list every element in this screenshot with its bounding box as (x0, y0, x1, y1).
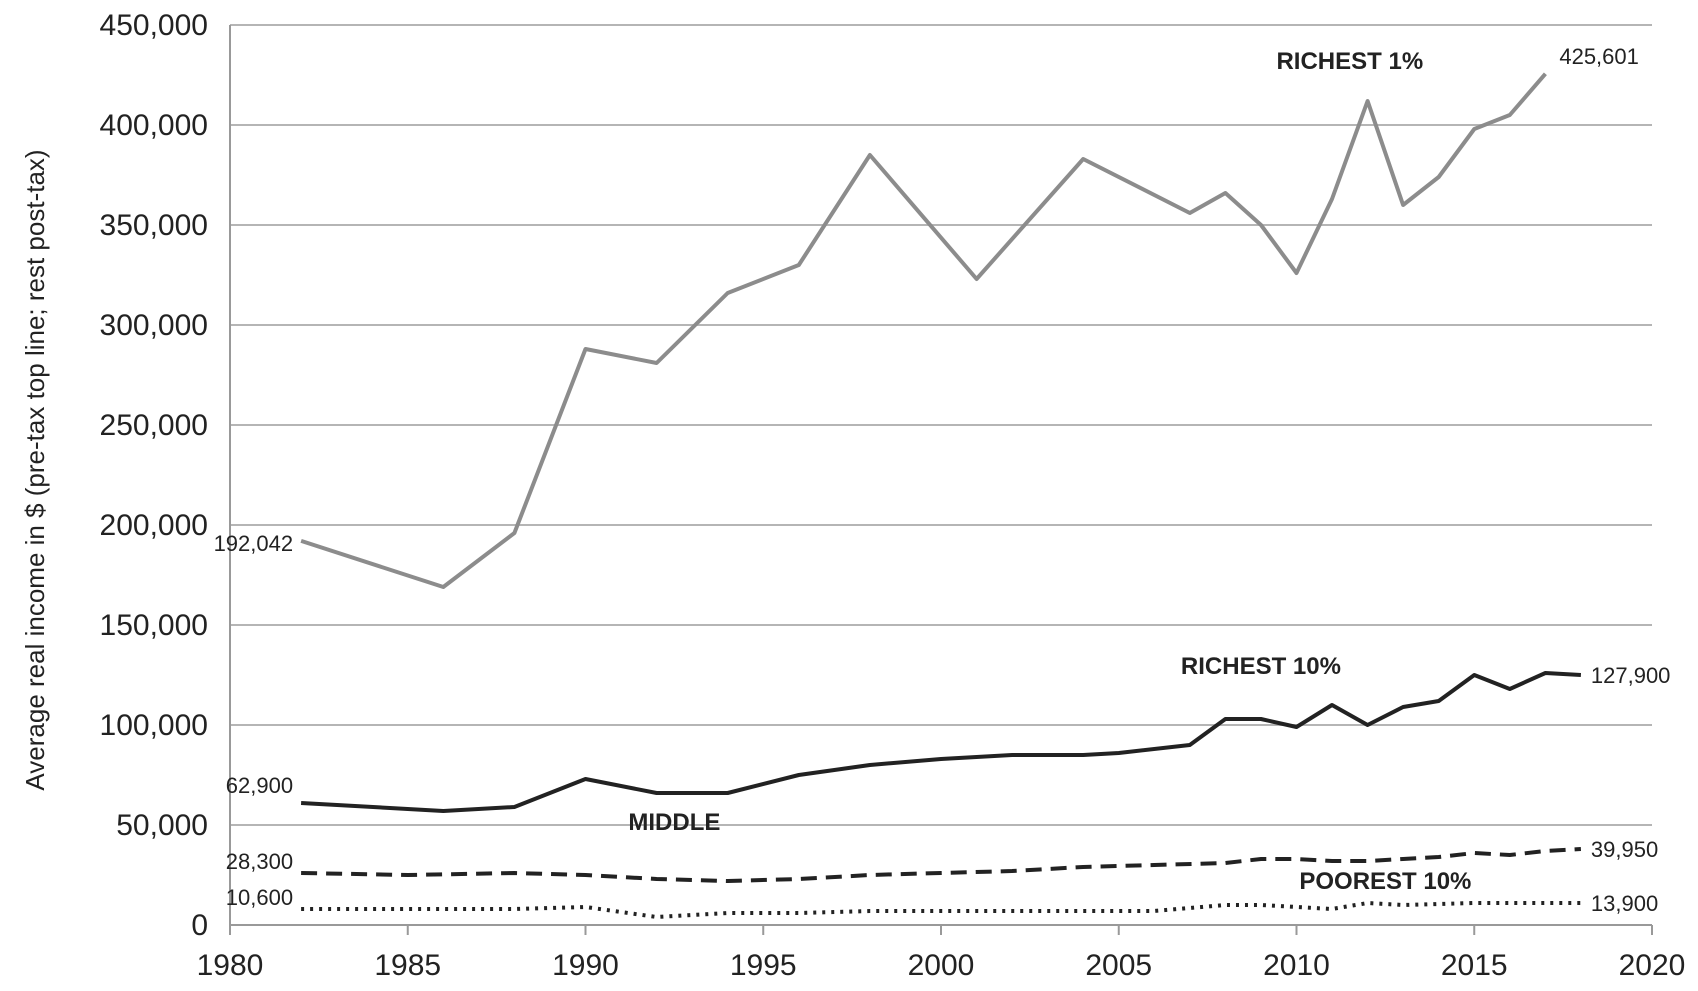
y-tick-label: 350,000 (100, 209, 208, 242)
y-axis-title: Average real income in $ (pre-tax top li… (20, 149, 50, 790)
x-tick-label: 1985 (374, 949, 441, 982)
series-line-richest-1 (301, 74, 1545, 587)
series-name-label: RICHEST 10% (1181, 653, 1341, 680)
series-start-value: 28,300 (226, 849, 293, 874)
series-end-value: 127,900 (1591, 663, 1671, 688)
series-name-label: RICHEST 1% (1276, 48, 1423, 75)
series-end-value: 39,950 (1591, 837, 1658, 862)
x-tick-label: 2005 (1085, 949, 1152, 982)
axes: 0 50,000 100,000 150,000 200,000 250,000 300,0… (100, 9, 1686, 982)
series-end-value: 425,601 (1559, 44, 1639, 69)
x-tick-label: 1980 (197, 949, 264, 982)
y-tick-label: 200,000 (100, 509, 208, 542)
x-tick-label: 1990 (552, 949, 619, 982)
annotations: RICHEST 1% RICHEST 10% MIDDLE POOREST 10% 19… (214, 44, 1671, 916)
y-tick-label: 450,000 (100, 9, 208, 42)
x-tick-label: 1995 (730, 949, 797, 982)
series-start-value: 192,042 (214, 531, 294, 556)
y-tick-label: 300,000 (100, 309, 208, 342)
x-tick-label: 2015 (1441, 949, 1508, 982)
y-tick-label: 100,000 (100, 709, 208, 742)
x-tick-label: 2000 (908, 949, 975, 982)
series-name-label: MIDDLE (628, 809, 720, 836)
y-tick-label: 50,000 (116, 809, 208, 842)
y-tick-label: 250,000 (100, 409, 208, 442)
series-end-value: 13,900 (1591, 891, 1658, 916)
y-tick-label: 150,000 (100, 609, 208, 642)
series-name-label: POOREST 10% (1299, 868, 1471, 895)
x-tick-label: 2020 (1619, 949, 1686, 982)
series-start-value: 62,900 (226, 773, 293, 798)
series-lines (301, 74, 1581, 917)
series-start-value: 10,600 (226, 885, 293, 910)
y-tick-label: 400,000 (100, 109, 208, 142)
y-tick-label: 0 (191, 909, 208, 942)
series-line-poorest-10 (301, 903, 1581, 917)
series-line-richest-10 (301, 673, 1581, 811)
x-tick-label: 2010 (1263, 949, 1330, 982)
gridlines (230, 25, 1652, 825)
